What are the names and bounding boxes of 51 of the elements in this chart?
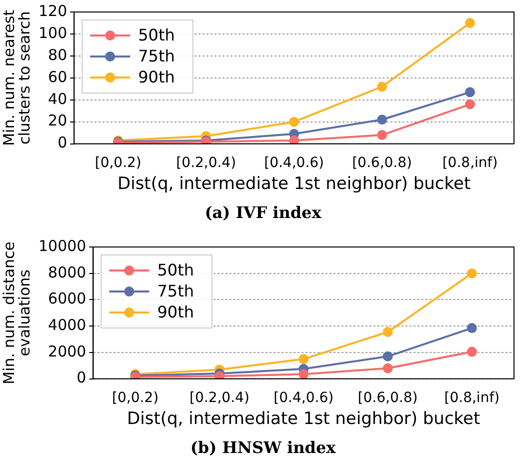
x-tick-label: [0.6,0.8) [352, 154, 412, 171]
x-tick-label: [0.4,0.6) [264, 154, 324, 171]
point [465, 18, 476, 28]
point [382, 351, 393, 362]
point [466, 268, 477, 278]
y-tick-label: 0 [76, 368, 86, 387]
y-tick-label: 8000 [48, 263, 86, 282]
text: (b) HNSW index [189, 437, 337, 459]
x-tick-label: [0.4,0.6) [274, 390, 334, 406]
point [382, 327, 393, 338]
point [465, 87, 476, 98]
point [466, 323, 477, 334]
legend-label: 90th [138, 68, 175, 87]
y-tick-label: 6000 [48, 290, 86, 308]
x-tick-label: [0,0.2) [112, 390, 159, 406]
point [382, 363, 393, 374]
y-tick-label: 10000 [38, 236, 86, 255]
point [466, 346, 477, 357]
point [377, 114, 388, 125]
y-axis-title: Min. num. nearest clusters to search [0, 10, 34, 146]
y-tick-label: 100 [38, 24, 68, 42]
point [465, 99, 476, 110]
legend-label: 75th [138, 46, 175, 66]
legend-label: 75th [157, 282, 194, 301]
y-tick-label: 20 [48, 112, 68, 130]
y-tick-label: 0 [58, 134, 68, 152]
point [298, 354, 309, 364]
y-tick-label: 40 [48, 90, 68, 108]
point [377, 130, 388, 140]
y-tick-label: 60 [48, 68, 68, 86]
x-tick-label: [0,0.2) [94, 154, 142, 171]
y-tick-label: 120 [38, 2, 68, 20]
x-axis-title: Dist(q, intermediate 1st neighbor) bucket [127, 409, 480, 430]
point [289, 116, 300, 127]
legend-label: 50th [157, 260, 194, 280]
x-tick-label: [0.2,0.4) [190, 390, 250, 406]
legend-label: 50th [138, 26, 175, 45]
y-tick-label: 4000 [48, 316, 86, 334]
y-axis-title: Min. num. distance evaluations [0, 241, 34, 384]
point [298, 369, 309, 379]
point [289, 136, 300, 144]
point [377, 82, 388, 92]
x-tick-label: [0.6,0.8) [358, 390, 418, 406]
x-tick-label: [0.8,inf) [444, 390, 500, 406]
y-tick-label: 2000 [48, 342, 86, 360]
x-tick-label: [0.2,0.4) [176, 154, 236, 171]
x-axis-title: Dist(q, intermediate 1st neighbor) bucket [118, 174, 471, 194]
legend-label: 90th [157, 302, 194, 322]
y-tick-label: 80 [48, 46, 68, 64]
text: (a) IVF index [204, 202, 322, 224]
x-tick-label: [0.8,inf) [442, 154, 498, 171]
